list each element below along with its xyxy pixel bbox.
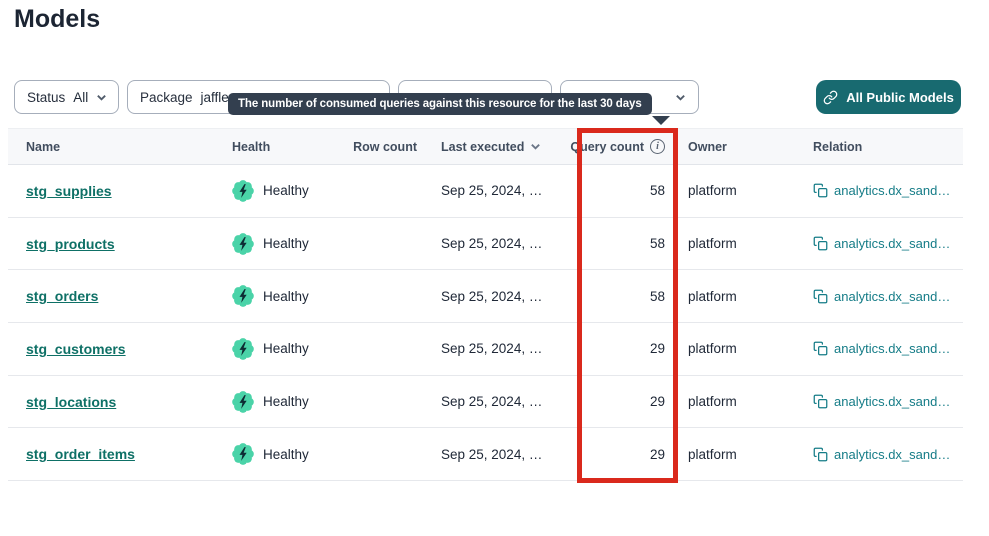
owner-value: platform (688, 394, 737, 410)
last-executed-value: Sep 25, 2024, … (441, 183, 543, 199)
health-status-text: Healthy (263, 341, 309, 357)
relation-link[interactable]: analytics.dx_sand… (834, 236, 951, 252)
health-status-text: Healthy (263, 446, 309, 462)
healthy-badge-icon (232, 443, 254, 466)
table-header-row: Name Health Row count Last executed Quer… (8, 128, 963, 165)
model-name-link[interactable]: stg_orders (26, 288, 99, 305)
copy-icon[interactable] (813, 447, 828, 462)
table-row: stg_orders Healthy Sep 25, 2024, … 58 pl… (8, 270, 963, 324)
copy-icon[interactable] (813, 394, 828, 409)
health-status-text: Healthy (263, 288, 309, 304)
last-executed-label: Last executed (441, 139, 525, 154)
copy-icon[interactable] (813, 236, 828, 251)
model-name-link[interactable]: stg_customers (26, 340, 126, 357)
last-executed-value: Sep 25, 2024, … (441, 341, 543, 357)
copy-icon[interactable] (813, 183, 828, 198)
column-header-query-count: Query count i (562, 139, 672, 154)
table-row: stg_customers Healthy Sep 25, 2024, … 29… (8, 323, 963, 376)
chevron-down-icon (676, 94, 685, 101)
page-title: Models (14, 5, 101, 33)
chevron-down-icon (97, 94, 107, 101)
status-filter-label: Status (27, 89, 66, 105)
relation-link[interactable]: analytics.dx_sand… (834, 341, 951, 357)
column-header-name: Name (26, 139, 61, 154)
healthy-badge-icon (232, 232, 254, 255)
info-icon[interactable]: i (650, 139, 665, 154)
healthy-badge-icon (232, 390, 254, 413)
health-status-text: Healthy (263, 394, 309, 410)
relation-link[interactable]: analytics.dx_sand… (834, 394, 951, 410)
healthy-badge-icon (232, 338, 254, 360)
table-body: stg_supplies Healthy Sep 25, 2024, … 58 … (8, 165, 963, 482)
model-name-link[interactable]: stg_order_items (26, 446, 135, 463)
last-executed-value: Sep 25, 2024, … (441, 236, 543, 252)
all-public-models-label: All Public Models (846, 89, 954, 105)
column-header-last-executed[interactable]: Last executed (417, 140, 562, 154)
healthy-badge-icon (232, 180, 254, 202)
package-filter-label: Package (140, 89, 193, 105)
status-filter[interactable]: Status All (14, 80, 119, 114)
sort-chevron-down-icon[interactable] (530, 141, 541, 152)
model-name-link[interactable]: stg_products (26, 235, 115, 252)
table-row: stg_products Healthy Sep 25, 2024, … 58 … (8, 217, 963, 271)
owner-value: platform (688, 446, 737, 462)
query-count-value: 58 (649, 183, 665, 199)
column-header-health: Health (232, 139, 271, 154)
query-count-value: 29 (649, 394, 665, 410)
query-count-value: 29 (649, 341, 665, 357)
column-header-owner: Owner (688, 139, 727, 154)
table-row: stg_supplies Healthy Sep 25, 2024, … 58 … (8, 165, 963, 218)
model-name-link[interactable]: stg_locations (26, 393, 117, 410)
table-row: stg_locations Healthy Sep 25, 2024, … 29… (8, 375, 963, 429)
model-name-link[interactable]: stg_supplies (26, 182, 112, 199)
health-status-text: Healthy (263, 183, 309, 199)
healthy-badge-icon (232, 285, 254, 308)
package-filter-value: jaffle_ (200, 89, 237, 105)
owner-value: platform (688, 236, 737, 252)
health-status-text: Healthy (263, 236, 309, 252)
column-header-row-count: Row count (353, 139, 417, 154)
query-count-value: 58 (649, 288, 665, 304)
last-executed-value: Sep 25, 2024, … (441, 446, 543, 462)
copy-icon[interactable] (813, 289, 828, 304)
column-header-relation: Relation (813, 139, 863, 154)
status-filter-value: All (73, 89, 89, 105)
last-executed-value: Sep 25, 2024, … (441, 394, 543, 410)
all-public-models-button[interactable]: All Public Models (816, 80, 961, 114)
table-row: stg_order_items Healthy Sep 25, 2024, … … (8, 428, 963, 482)
models-table: Name Health Row count Last executed Quer… (8, 128, 963, 482)
last-executed-value: Sep 25, 2024, … (441, 288, 543, 304)
owner-value: platform (688, 183, 737, 199)
copy-icon[interactable] (813, 341, 828, 356)
relation-link[interactable]: analytics.dx_sand… (834, 183, 951, 199)
relation-link[interactable]: analytics.dx_sand… (834, 446, 951, 462)
link-icon (823, 90, 838, 104)
relation-link[interactable]: analytics.dx_sand… (834, 288, 951, 304)
query-count-tooltip: The number of consumed queries against t… (228, 93, 652, 115)
tooltip-caret (652, 116, 670, 125)
owner-value: platform (688, 288, 737, 304)
query-count-value: 58 (649, 236, 665, 252)
query-count-value: 29 (649, 446, 665, 462)
query-count-label: Query count (570, 139, 644, 154)
owner-value: platform (688, 341, 737, 357)
